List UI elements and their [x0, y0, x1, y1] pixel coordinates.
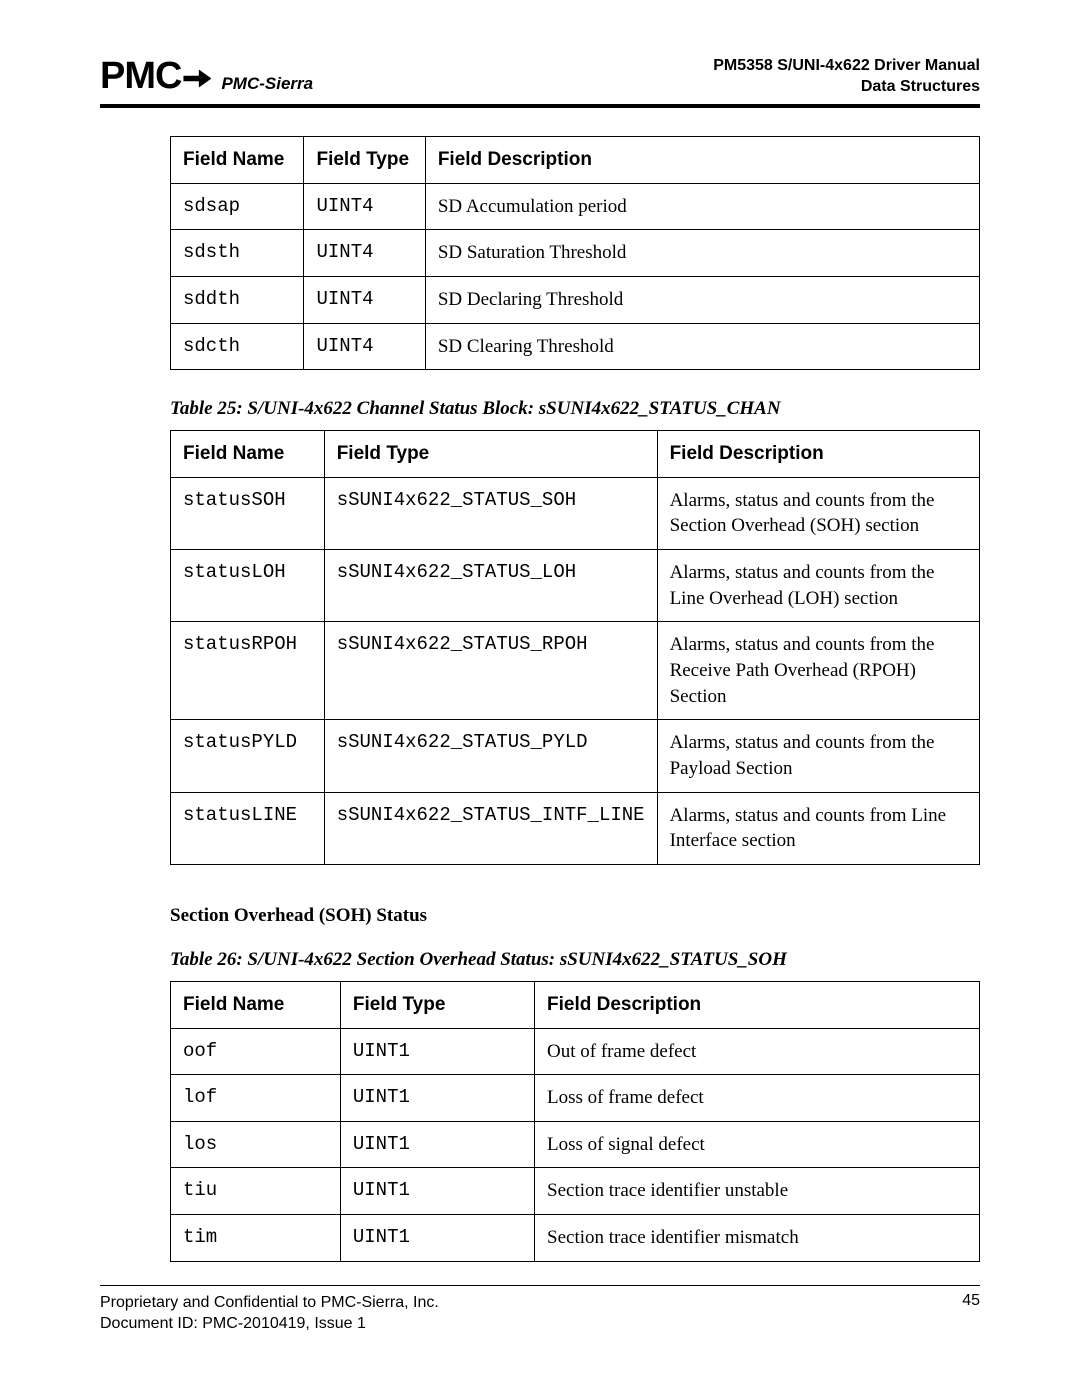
cell-desc: SD Saturation Threshold — [425, 230, 979, 277]
table-row: tiu UINT1 Section trace identifier unsta… — [171, 1168, 980, 1215]
table-header-row: Field Name Field Type Field Description — [171, 137, 980, 184]
col-field-desc: Field Description — [535, 981, 980, 1028]
table-row: lof UINT1 Loss of frame defect — [171, 1075, 980, 1122]
cell-name: tim — [171, 1215, 341, 1262]
cell-desc: SD Accumulation period — [425, 183, 979, 230]
table-row: statusRPOH sSUNI4x622_STATUS_RPOH Alarms… — [171, 622, 980, 720]
table-row: tim UINT1 Section trace identifier misma… — [171, 1215, 980, 1262]
cell-type: UINT4 — [304, 230, 425, 277]
cell-desc: Section trace identifier mismatch — [535, 1215, 980, 1262]
cell-desc: Alarms, status and counts from the Paylo… — [657, 720, 979, 792]
doc-title-line1: PM5358 S/UNI-4x622 Driver Manual — [713, 56, 980, 77]
cell-desc: Loss of frame defect — [535, 1075, 980, 1122]
cell-type: sSUNI4x622_STATUS_LOH — [324, 550, 657, 622]
table-sd-thresholds: Field Name Field Type Field Description … — [170, 136, 980, 370]
cell-desc: SD Declaring Threshold — [425, 276, 979, 323]
cell-type: sSUNI4x622_STATUS_RPOH — [324, 622, 657, 720]
cell-name: tiu — [171, 1168, 341, 1215]
table-row: sdsth UINT4 SD Saturation Threshold — [171, 230, 980, 277]
logo-subtitle: PMC-Sierra — [221, 74, 313, 94]
cell-name: sddth — [171, 276, 304, 323]
cell-name: sdsap — [171, 183, 304, 230]
cell-desc: Out of frame defect — [535, 1028, 980, 1075]
doc-title-block: PM5358 S/UNI-4x622 Driver Manual Data St… — [713, 56, 980, 98]
cell-desc: Alarms, status and counts from the Recei… — [657, 622, 979, 720]
col-field-name: Field Name — [171, 137, 304, 184]
cell-name: statusLOH — [171, 550, 325, 622]
cell-name: statusRPOH — [171, 622, 325, 720]
table-row: statusLOH sSUNI4x622_STATUS_LOH Alarms, … — [171, 550, 980, 622]
cell-type: sSUNI4x622_STATUS_PYLD — [324, 720, 657, 792]
table-26-caption: Table 26: S/UNI-4x622 Section Overhead S… — [170, 949, 980, 971]
table-header-row: Field Name Field Type Field Description — [171, 431, 980, 478]
page-footer: Proprietary and Confidential to PMC-Sier… — [100, 1285, 980, 1335]
cell-desc: Section trace identifier unstable — [535, 1168, 980, 1215]
col-field-type: Field Type — [324, 431, 657, 478]
cell-desc: Alarms, status and counts from the Secti… — [657, 477, 979, 549]
table-row: statusSOH sSUNI4x622_STATUS_SOH Alarms, … — [171, 477, 980, 549]
cell-type: UINT1 — [340, 1028, 534, 1075]
cell-type: UINT4 — [304, 276, 425, 323]
doc-title-line2: Data Structures — [713, 77, 980, 98]
col-field-name: Field Name — [171, 431, 325, 478]
logo-letters: PMC — [100, 55, 181, 98]
table-row: statusLINE sSUNI4x622_STATUS_INTF_LINE A… — [171, 792, 980, 864]
cell-desc: Alarms, status and counts from the Line … — [657, 550, 979, 622]
table-25: Field Name Field Type Field Description … — [170, 430, 980, 865]
table-row: sdcth UINT4 SD Clearing Threshold — [171, 323, 980, 370]
col-field-desc: Field Description — [657, 431, 979, 478]
content-area: Field Name Field Type Field Description … — [100, 136, 980, 1262]
cell-type: UINT4 — [304, 323, 425, 370]
cell-name: lof — [171, 1075, 341, 1122]
page-header: PMC PMC-Sierra PM5358 S/UNI-4x622 Driver… — [100, 55, 980, 98]
table-header-row: Field Name Field Type Field Description — [171, 981, 980, 1028]
cell-name: los — [171, 1121, 341, 1168]
cell-desc: Loss of signal defect — [535, 1121, 980, 1168]
table-26: Field Name Field Type Field Description … — [170, 981, 980, 1262]
footer-proprietary: Proprietary and Confidential to PMC-Sier… — [100, 1292, 439, 1314]
table-25-caption: Table 25: S/UNI-4x622 Channel Status Blo… — [170, 398, 980, 420]
footer-left: Proprietary and Confidential to PMC-Sier… — [100, 1292, 439, 1335]
logo-text: PMC — [100, 55, 211, 98]
cell-type: UINT1 — [340, 1121, 534, 1168]
footer-rule — [100, 1285, 980, 1286]
col-field-type: Field Type — [340, 981, 534, 1028]
cell-desc: Alarms, status and counts from Line Inte… — [657, 792, 979, 864]
table-row: statusPYLD sSUNI4x622_STATUS_PYLD Alarms… — [171, 720, 980, 792]
cell-type: UINT1 — [340, 1215, 534, 1262]
cell-name: statusSOH — [171, 477, 325, 549]
table-row: sdsap UINT4 SD Accumulation period — [171, 183, 980, 230]
cell-type: UINT1 — [340, 1075, 534, 1122]
arrow-icon — [183, 70, 211, 88]
table-row: sddth UINT4 SD Declaring Threshold — [171, 276, 980, 323]
logo-block: PMC PMC-Sierra — [100, 55, 313, 98]
cell-name: statusLINE — [171, 792, 325, 864]
cell-desc: SD Clearing Threshold — [425, 323, 979, 370]
col-field-type: Field Type — [304, 137, 425, 184]
table-row: oof UINT1 Out of frame defect — [171, 1028, 980, 1075]
page-number: 45 — [962, 1292, 980, 1335]
cell-type: UINT1 — [340, 1168, 534, 1215]
cell-name: statusPYLD — [171, 720, 325, 792]
cell-type: sSUNI4x622_STATUS_SOH — [324, 477, 657, 549]
cell-name: oof — [171, 1028, 341, 1075]
section-overhead-heading: Section Overhead (SOH) Status — [170, 905, 980, 927]
cell-type: UINT4 — [304, 183, 425, 230]
cell-type: sSUNI4x622_STATUS_INTF_LINE — [324, 792, 657, 864]
col-field-desc: Field Description — [425, 137, 979, 184]
col-field-name: Field Name — [171, 981, 341, 1028]
cell-name: sdcth — [171, 323, 304, 370]
header-rule — [100, 104, 980, 108]
cell-name: sdsth — [171, 230, 304, 277]
footer-doc-id: Document ID: PMC-2010419, Issue 1 — [100, 1313, 439, 1335]
table-row: los UINT1 Loss of signal defect — [171, 1121, 980, 1168]
